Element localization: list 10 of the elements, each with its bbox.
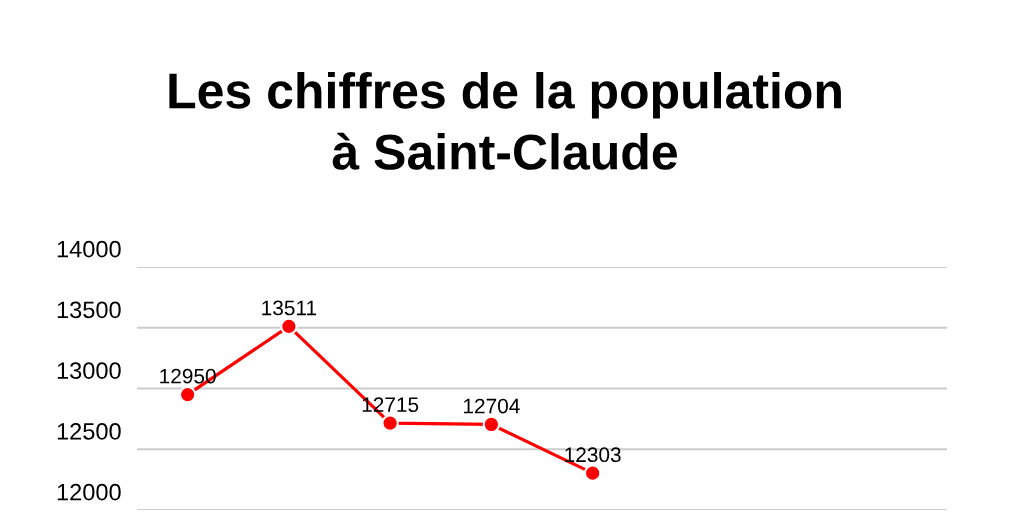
data-label: 13511 (262, 300, 317, 316)
y-tick-label: 12000 (57, 483, 121, 501)
y-tick-label: 13000 (57, 362, 121, 379)
y-tick-label: 12500 (57, 423, 121, 440)
data-label: 12950 (160, 368, 216, 384)
chart-title: Les chiffres de la population à Saint-Claude (169, 72, 841, 170)
data-label: 12704 (464, 398, 520, 414)
y-tick-label: 13500 (57, 301, 121, 319)
data-label: 12303 (565, 447, 621, 463)
y-tick-label: 14000 (57, 240, 121, 258)
